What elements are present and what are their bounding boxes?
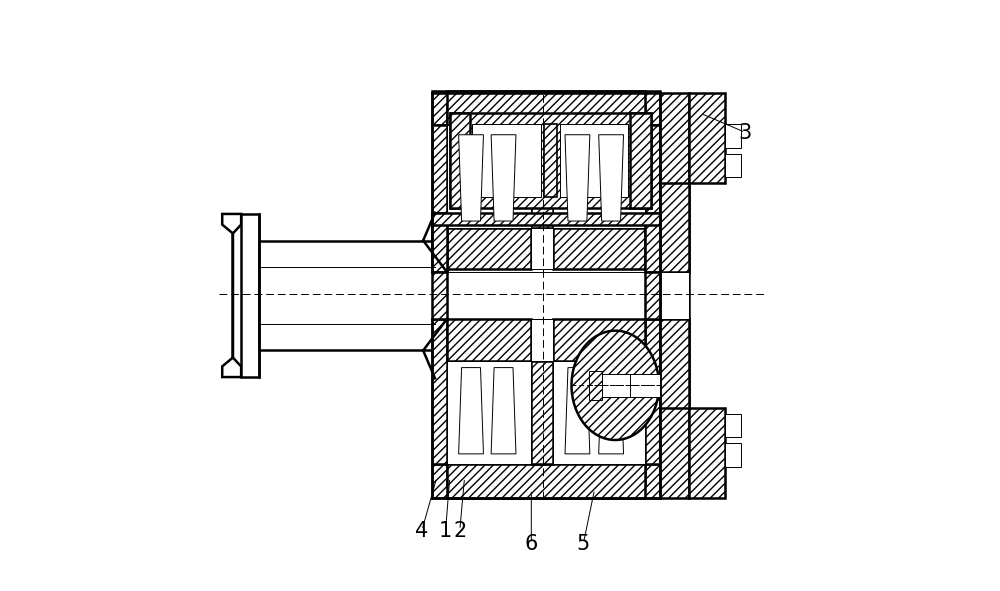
Polygon shape <box>645 319 660 464</box>
Polygon shape <box>565 368 590 454</box>
Polygon shape <box>660 183 689 272</box>
Bar <box>241 214 259 377</box>
Bar <box>560 124 628 197</box>
Bar <box>531 228 553 269</box>
Polygon shape <box>553 319 645 361</box>
Polygon shape <box>689 408 725 498</box>
Polygon shape <box>459 368 483 454</box>
Polygon shape <box>447 464 645 498</box>
Text: 5: 5 <box>577 534 590 554</box>
Polygon shape <box>645 272 660 319</box>
Polygon shape <box>459 135 483 221</box>
Polygon shape <box>432 272 447 319</box>
Polygon shape <box>447 228 531 269</box>
Bar <box>553 361 645 464</box>
Polygon shape <box>599 368 624 454</box>
Text: 6: 6 <box>525 534 538 554</box>
Polygon shape <box>432 464 660 498</box>
Bar <box>259 241 435 350</box>
Bar <box>531 319 553 361</box>
Bar <box>630 113 651 208</box>
Polygon shape <box>531 125 553 228</box>
Bar <box>725 443 741 467</box>
Polygon shape <box>222 214 241 377</box>
Polygon shape <box>645 213 660 272</box>
Bar <box>472 124 541 197</box>
Bar <box>660 272 689 319</box>
Polygon shape <box>447 319 531 361</box>
Polygon shape <box>447 91 645 125</box>
Bar <box>725 124 741 148</box>
Polygon shape <box>599 135 624 221</box>
Polygon shape <box>432 125 447 269</box>
Text: 2: 2 <box>453 521 466 541</box>
Bar <box>447 361 531 464</box>
Text: 4: 4 <box>415 521 429 541</box>
Bar <box>544 124 557 197</box>
Polygon shape <box>491 368 516 454</box>
Polygon shape <box>553 228 645 269</box>
Ellipse shape <box>572 331 659 440</box>
Text: 1: 1 <box>439 521 452 541</box>
Polygon shape <box>589 371 602 400</box>
Polygon shape <box>432 213 660 225</box>
Polygon shape <box>432 213 447 272</box>
Bar <box>725 414 741 437</box>
Polygon shape <box>589 374 660 397</box>
Polygon shape <box>432 91 660 125</box>
Bar <box>553 125 645 228</box>
Polygon shape <box>645 125 660 269</box>
Bar <box>450 113 470 208</box>
Bar <box>447 125 531 228</box>
Polygon shape <box>450 113 651 208</box>
Polygon shape <box>689 93 725 183</box>
Text: 3: 3 <box>739 123 752 143</box>
Polygon shape <box>531 361 553 464</box>
Polygon shape <box>565 135 590 221</box>
Bar <box>725 154 741 177</box>
Polygon shape <box>660 93 689 498</box>
Polygon shape <box>432 319 447 464</box>
Polygon shape <box>491 135 516 221</box>
Polygon shape <box>660 319 689 408</box>
